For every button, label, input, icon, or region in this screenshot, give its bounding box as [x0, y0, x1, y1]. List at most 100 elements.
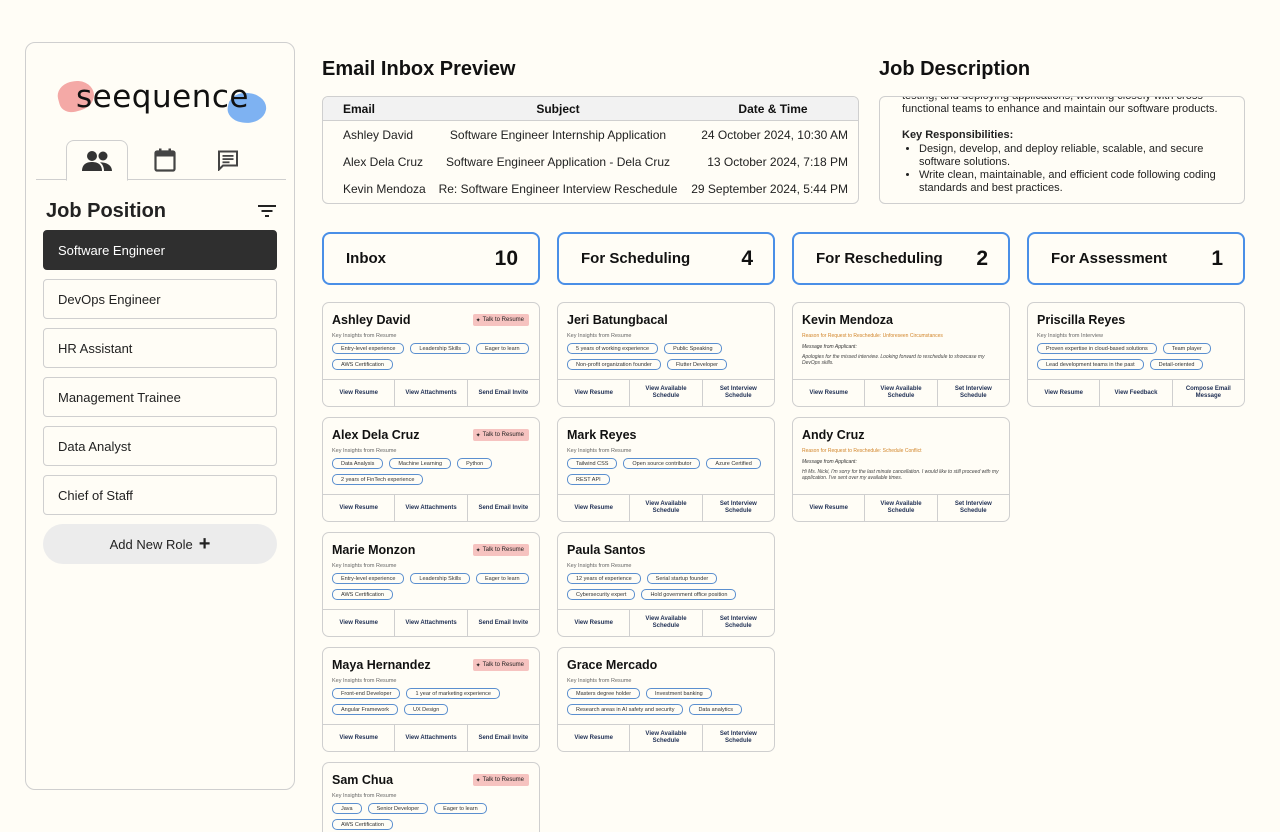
tab-people[interactable] — [66, 140, 128, 181]
view-available-schedule-button[interactable]: View Available Schedule — [630, 725, 703, 751]
email-row[interactable]: Kevin Mendoza Re: Software Engineer Inte… — [323, 175, 858, 202]
send-email-invite-button[interactable]: Send Email Invite — [478, 619, 529, 626]
job-description-box[interactable]: testing, and deploying applications, wor… — [879, 96, 1245, 204]
candidate-card: Sam Chua ✦ Talk to Resume Key Insights fr… — [322, 762, 540, 832]
candidate-card: Ashley David ✦ Talk to Resume Key Insight… — [322, 302, 540, 407]
view-resume-button[interactable]: View Resume — [1028, 380, 1101, 406]
view-resume-button[interactable]: View Resume — [793, 380, 866, 406]
skill-tag: 5 years of working experience — [567, 343, 659, 354]
candidate-name: Andy Cruz — [802, 428, 865, 442]
email-preview-title: Email Inbox Preview — [322, 58, 516, 80]
sparkle-icon: ✦ — [475, 777, 481, 784]
send-email-invite-button[interactable]: Send Email Invite — [478, 389, 529, 396]
insights-label: Key Insights from Resume — [567, 448, 632, 454]
view-attachments-button[interactable]: View Attachments — [395, 380, 468, 406]
view-resume-button[interactable]: View Resume — [793, 495, 866, 521]
email-row[interactable]: Alex Dela Cruz Software Engineer Applica… — [323, 148, 858, 175]
column-header-scheduling[interactable]: For Scheduling 4 — [557, 232, 775, 285]
compose-email-button[interactable]: Compose Email Message — [1185, 386, 1231, 399]
talk-to-resume-button[interactable]: ✦ Talk to Resume — [472, 659, 529, 671]
talk-to-resume-button[interactable]: ✦ Talk to Resume — [472, 774, 529, 786]
skill-tag: Research areas in AI safety and security — [567, 704, 684, 715]
set-interview-schedule-button[interactable]: Set Interview Schedule — [719, 616, 757, 629]
view-available-schedule-button[interactable]: View Available Schedule — [630, 495, 703, 521]
skill-tag: Data analytics — [689, 704, 742, 715]
tag-list: Entry-level experience Leadership Skills… — [332, 343, 537, 370]
talk-to-resume-button[interactable]: ✦ Talk to Resume — [472, 544, 529, 556]
view-resume-button[interactable]: View Resume — [323, 495, 396, 521]
card-actions: View Resume View Attachments Send Email … — [323, 609, 539, 636]
view-attachments-button[interactable]: View Attachments — [395, 495, 468, 521]
set-interview-schedule-button[interactable]: Set Interview Schedule — [719, 386, 757, 399]
view-resume-button[interactable]: View Resume — [323, 725, 396, 751]
view-resume-button[interactable]: View Resume — [558, 495, 631, 521]
view-resume-button[interactable]: View Resume — [323, 610, 396, 636]
candidate-card: Priscilla Reyes Key Insights from Interv… — [1027, 302, 1245, 407]
skill-tag: Non-profit organization founder — [567, 359, 661, 370]
role-list: Software Engineer DevOps Engineer HR Ass… — [43, 230, 277, 564]
view-attachments-button[interactable]: View Attachments — [395, 610, 468, 636]
skill-tag: AWS Certification — [332, 359, 393, 370]
skill-tag: Public Speaking — [664, 343, 722, 354]
view-resume-button[interactable]: View Resume — [558, 380, 631, 406]
column-header-rescheduling[interactable]: For Rescheduling 2 — [792, 232, 1010, 285]
responsibilities-list: Design, develop, and deploy reliable, sc… — [902, 143, 1222, 195]
candidate-name: Maya Hernandez — [332, 658, 431, 672]
view-resume-button[interactable]: View Resume — [323, 380, 396, 406]
set-interview-schedule-button[interactable]: Set Interview Schedule — [719, 731, 757, 744]
skill-tag: Tailwind CSS — [567, 458, 618, 469]
view-available-schedule-button[interactable]: View Available Schedule — [865, 495, 938, 521]
column-count: 1 — [1211, 246, 1223, 270]
tab-calendar[interactable] — [134, 140, 196, 180]
column-label: For Rescheduling — [816, 250, 943, 267]
column-header-inbox[interactable]: Inbox 10 — [322, 232, 540, 285]
send-email-invite-button[interactable]: Send Email Invite — [478, 504, 529, 511]
role-item-hr-assistant[interactable]: HR Assistant — [43, 328, 277, 368]
role-item-management-trainee[interactable]: Management Trainee — [43, 377, 277, 417]
applicant-message: Hi Ms. Nicki, I'm sorry for the last min… — [802, 469, 999, 481]
candidate-card: Maya Hernandez ✦ Talk to Resume Key Insig… — [322, 647, 540, 752]
column-count: 4 — [741, 246, 753, 270]
reschedule-reason: Reason for Request to Reschedule: Schedu… — [802, 448, 922, 454]
view-available-schedule-button[interactable]: View Available Schedule — [865, 380, 938, 406]
set-interview-schedule-button[interactable]: Set Interview Schedule — [954, 386, 992, 399]
skill-tag: AWS Certification — [332, 589, 393, 600]
talk-to-resume-button[interactable]: ✦ Talk to Resume — [472, 314, 529, 326]
candidate-card: Jeri Batungbacal Key Insights from Resum… — [557, 302, 775, 407]
skill-tag: Leadership Skills — [410, 573, 470, 584]
filter-icon[interactable] — [258, 203, 276, 219]
view-available-schedule-button[interactable]: View Available Schedule — [630, 380, 703, 406]
skill-tag: 2 years of FinTech experience — [332, 474, 424, 485]
candidate-name: Mark Reyes — [567, 428, 637, 442]
tab-messages[interactable] — [197, 140, 259, 180]
email-subject: Software Engineer Application - Dela Cru… — [445, 154, 671, 169]
email-row[interactable]: Ashley David Software Engineer Internshi… — [323, 121, 858, 148]
responsibility-item: Design, develop, and deploy reliable, sc… — [919, 143, 1222, 169]
role-item-chief-of-staff[interactable]: Chief of Staff — [43, 475, 277, 515]
candidate-name: Priscilla Reyes — [1037, 313, 1126, 327]
set-interview-schedule-button[interactable]: Set Interview Schedule — [954, 501, 992, 514]
set-interview-schedule-button[interactable]: Set Interview Schedule — [719, 501, 757, 514]
view-feedback-button[interactable]: View Feedback — [1100, 380, 1173, 406]
card-actions: View Resume View Available Schedule Set … — [558, 609, 774, 636]
talk-to-resume-button[interactable]: ✦ Talk to Resume — [472, 429, 529, 441]
role-item-software-engineer[interactable]: Software Engineer — [43, 230, 277, 270]
view-attachments-button[interactable]: View Attachments — [395, 725, 468, 751]
view-available-schedule-button[interactable]: View Available Schedule — [630, 610, 703, 636]
skill-tag: Front-end Developer — [332, 688, 401, 699]
email-col-subject: Subject — [536, 101, 580, 116]
card-actions: View Resume View Available Schedule Set … — [793, 379, 1009, 406]
talk-to-resume-label: Talk to Resume — [482, 432, 524, 438]
add-new-role-button[interactable]: Add New Role + — [43, 524, 277, 564]
view-resume-button[interactable]: View Resume — [558, 610, 631, 636]
send-email-invite-button[interactable]: Send Email Invite — [478, 734, 529, 741]
view-resume-button[interactable]: View Resume — [558, 725, 631, 751]
sparkle-icon: ✦ — [475, 662, 481, 669]
skill-tag: Eager to learn — [476, 343, 529, 354]
logo[interactable]: seequence — [54, 76, 269, 129]
insights-label: Key Insights from Resume — [567, 678, 632, 684]
column-header-assessment[interactable]: For Assessment 1 — [1027, 232, 1245, 285]
candidate-card: Grace Mercado Key Insights from Resume M… — [557, 647, 775, 752]
role-item-data-analyst[interactable]: Data Analyst — [43, 426, 277, 466]
role-item-devops-engineer[interactable]: DevOps Engineer — [43, 279, 277, 319]
